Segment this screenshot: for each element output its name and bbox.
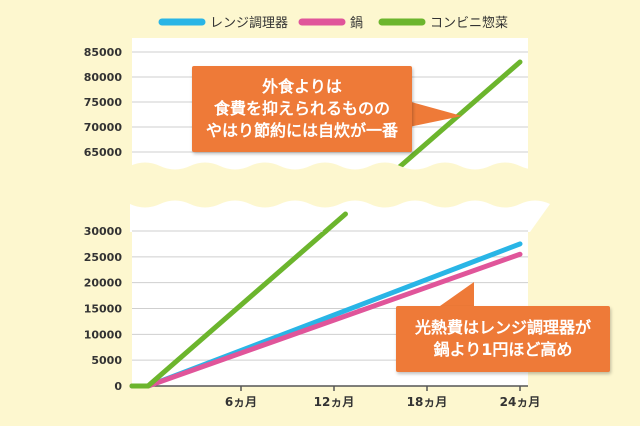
y-tick-label: 30000 xyxy=(84,225,123,238)
series-line-segment xyxy=(322,211,348,235)
annotation-utility-cost: 光熱費はレンジ調理器が 鍋より1円ほど高め xyxy=(396,306,610,372)
y-tick-label: 70000 xyxy=(84,121,123,134)
legend-label: 鍋 xyxy=(350,15,363,31)
y-tick-label: 80000 xyxy=(84,71,123,84)
x-tick-label: 24ヵ月 xyxy=(500,395,541,409)
legend-label: コンビニ惣菜 xyxy=(430,16,508,31)
y-tick-label: 65000 xyxy=(84,146,123,159)
annotation-1-pointer xyxy=(404,100,462,128)
annotation-1-line-2: 食費を抑えられるものの xyxy=(213,99,390,118)
x-tick-label: 18ヵ月 xyxy=(407,395,448,409)
y-tick-label: 5000 xyxy=(91,354,122,367)
annotation-1-line-1: 外食よりは xyxy=(262,77,342,96)
y-tick-label: 25000 xyxy=(84,251,123,264)
annotation-2-line-1: 光熱費はレンジ調理器が xyxy=(414,318,591,337)
annotation-cooking-saves-money: 外食よりは 食費を抑えられるものの やはり節約には自炊が一番 xyxy=(192,66,412,152)
y-tick-label: 85000 xyxy=(84,46,123,59)
y-tick-label: 75000 xyxy=(84,96,123,109)
legend-label: レンジ調理器 xyxy=(210,16,288,31)
y-tick-label: 0 xyxy=(114,380,122,393)
axis-break-band xyxy=(130,162,550,212)
annotation-1-line-3: やはり節約には自炊が一番 xyxy=(205,121,398,140)
annotation-2-pointer xyxy=(440,282,474,306)
y-tick-label: 20000 xyxy=(84,277,123,290)
y-tick-label: 10000 xyxy=(84,328,123,341)
x-tick-label: 12ヵ月 xyxy=(314,395,355,409)
annotation-2-line-2: 鍋より1円ほど高め xyxy=(433,340,573,359)
x-tick-label: 6ヵ月 xyxy=(225,395,257,409)
y-tick-label: 15000 xyxy=(84,303,123,316)
